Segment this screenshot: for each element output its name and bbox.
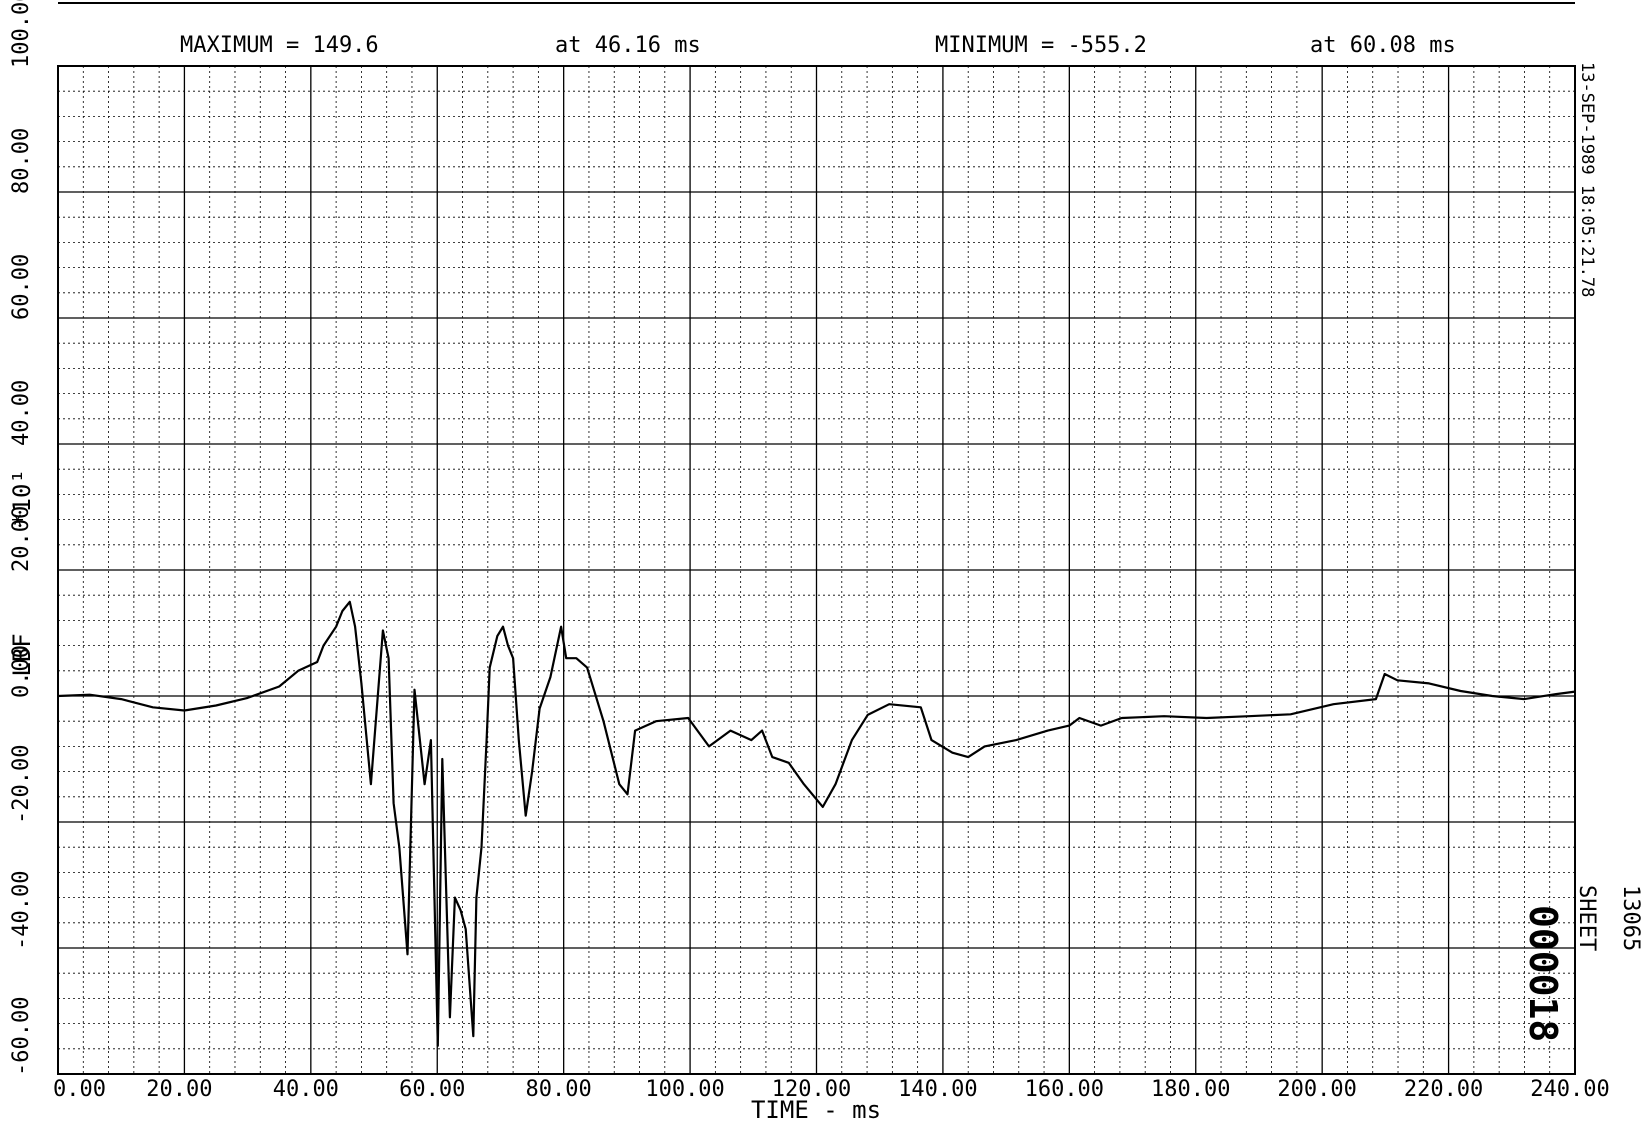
min-time-annotation: at 60.08 ms	[1310, 33, 1456, 58]
x-tick-label: 180.00	[1151, 1077, 1230, 1102]
y-tick-label: 100.00	[9, 0, 34, 68]
x-tick-label: 20.00	[146, 1077, 212, 1102]
y-tick-label: 40.00	[9, 380, 34, 446]
max-annotation: MAXIMUM = 149.6	[180, 33, 379, 58]
x-tick-label: 220.00	[1404, 1077, 1483, 1102]
sheet-number: 000018	[1521, 905, 1565, 1042]
y-tick-label: 20.00	[9, 506, 34, 572]
x-tick-label: 140.00	[898, 1077, 977, 1102]
y-tick-label: -60.00	[9, 997, 34, 1076]
x-tick-label: 40.00	[273, 1077, 339, 1102]
data-line	[57, 600, 1576, 1047]
min-annotation: MINIMUM = -555.2	[935, 33, 1147, 58]
x-tick-label: 80.00	[526, 1077, 592, 1102]
x-axis-label: TIME - ms	[751, 1096, 881, 1124]
x-tick-label: 0.00	[53, 1077, 106, 1102]
timestamp: 13-SEP-1989 18:05:21.78	[1577, 62, 1597, 297]
x-tick-label: 160.00	[1025, 1077, 1104, 1102]
max-time-annotation: at 46.16 ms	[555, 33, 701, 58]
y-tick-label: -20.00	[9, 745, 34, 824]
x-tick-label: 200.00	[1277, 1077, 1356, 1102]
y-scale-label: *10¹	[8, 469, 36, 527]
y-tick-label: 60.00	[9, 254, 34, 320]
y-tick-label: 0.00	[9, 645, 34, 698]
sheet-label: SHEET	[1574, 885, 1599, 951]
x-tick-label: 240.00	[1530, 1077, 1609, 1102]
y-tick-label: -40.00	[9, 871, 34, 950]
y-axis-label: LBF	[8, 633, 36, 676]
x-tick-label: 100.00	[645, 1077, 724, 1102]
test-id: 13065	[1618, 885, 1643, 951]
x-tick-label: 120.00	[772, 1077, 851, 1102]
x-tick-label: 60.00	[399, 1077, 465, 1102]
y-tick-label: 80.00	[9, 128, 34, 194]
plot-frame	[57, 65, 1576, 1075]
